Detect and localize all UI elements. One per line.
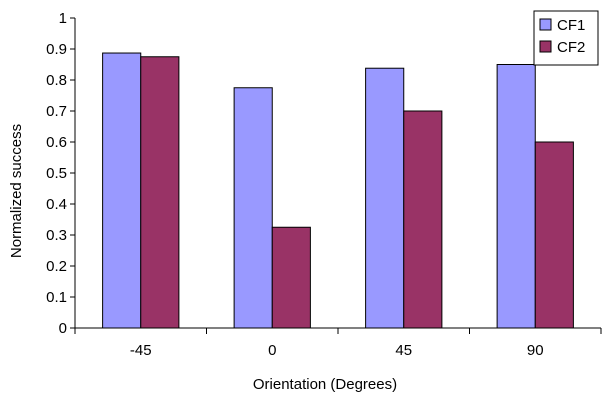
y-tick-label: 0.4: [46, 196, 67, 213]
y-tick-label: 1: [59, 10, 67, 27]
y-tick-label: 0.5: [46, 165, 67, 182]
bar-cf2-0: [271, 226, 311, 329]
y-tick-label: 0.3: [46, 227, 67, 244]
legend-swatch-cf2: [539, 40, 552, 53]
y-axis: 0 0.1 0.2 0.3 0.4 0.5 0.6 0.7 0.8 0.9 1: [46, 10, 76, 337]
y-tick-label: 0: [59, 320, 67, 337]
bar-cf2-90: [534, 141, 574, 329]
bar-cf2--45: [140, 56, 180, 329]
y-tick-label: 0.8: [46, 72, 67, 89]
x-axis-title: Orientation (Degrees): [253, 376, 397, 393]
y-tick-label: 0.9: [46, 41, 67, 58]
x-tick-label: 0: [268, 342, 276, 359]
bar-cf1--45: [102, 52, 142, 329]
x-tick-label: 90: [527, 342, 544, 359]
x-tick-label: 45: [395, 342, 412, 359]
bar-cf1-45: [365, 67, 405, 329]
bar-cf2-45: [403, 110, 443, 329]
bars-group: [102, 52, 574, 329]
legend-swatch-cf1: [539, 18, 552, 31]
y-tick-label: 0.7: [46, 103, 67, 120]
bar-cf1-90: [496, 64, 536, 329]
x-axis: -45 0 45 90: [74, 327, 602, 359]
y-axis-title: Normalized success: [8, 124, 25, 258]
legend-label-cf1: CF1: [557, 17, 585, 34]
y-tick-label: 0.1: [46, 289, 67, 306]
y-tick-label: 0.2: [46, 258, 67, 275]
legend-label-cf2: CF2: [557, 39, 585, 56]
x-tick-label: -45: [130, 342, 152, 359]
bar-cf1-0: [233, 87, 273, 329]
y-tick-label: 0.6: [46, 134, 67, 151]
